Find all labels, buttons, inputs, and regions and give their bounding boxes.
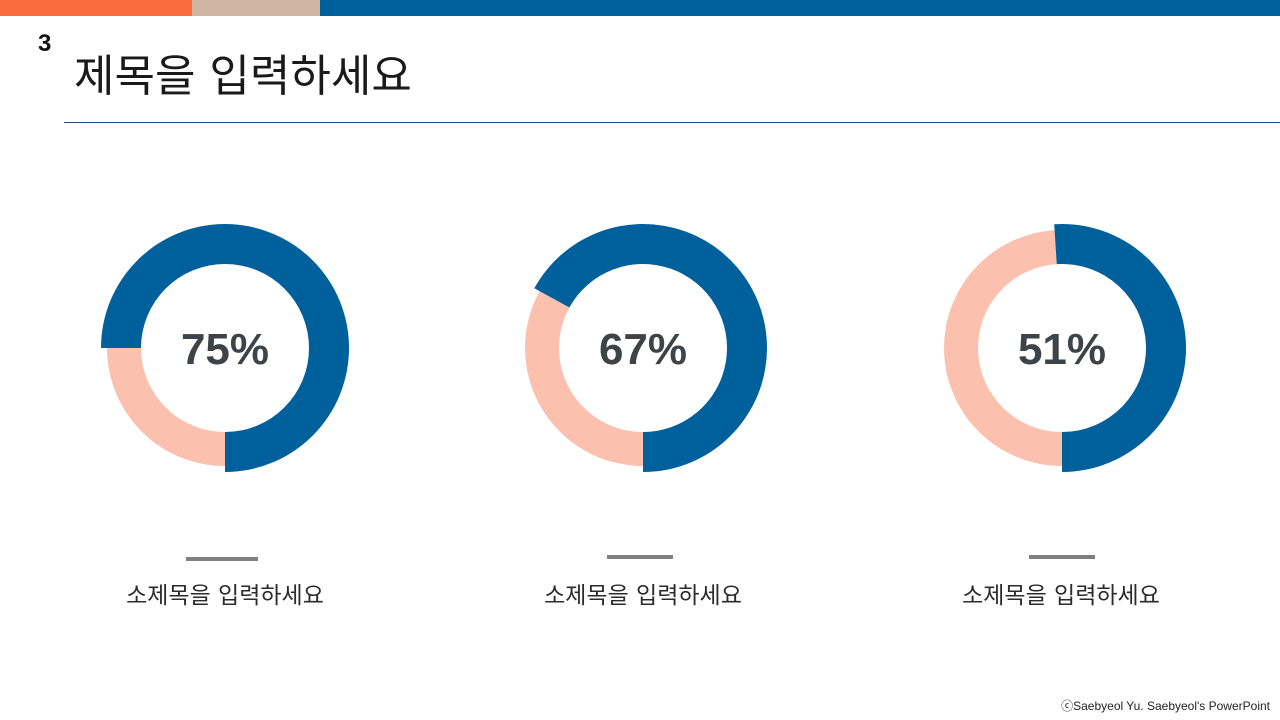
chart-1-secondary-slice [107, 348, 225, 466]
chart-2-subtitle: 소제목을 입력하세요 [544, 583, 742, 609]
chart-2-secondary-slice [525, 291, 643, 466]
chart-3-subtitle: 소제목을 입력하세요 [962, 583, 1160, 609]
donut-chart-2-svg: 67% [525, 224, 767, 472]
title-divider [64, 122, 1280, 123]
chart-2-percent-label: 67% [599, 325, 687, 374]
slide-number: 3 [38, 30, 52, 57]
top-color-bar [0, 0, 1280, 16]
chart-1-subtitle: 소제목을 입력하세요 [126, 583, 324, 609]
subtitle-dash-2 [607, 555, 673, 559]
chart-3-percent-label: 51% [1018, 325, 1106, 374]
chart-1-primary-slice [101, 224, 349, 472]
donut-chart-1-svg: 75% [101, 224, 349, 472]
donut-chart-3: 51% [932, 218, 1192, 478]
donut-chart-1: 75% [95, 218, 355, 478]
donut-chart-3-svg: 51% [944, 224, 1186, 472]
subtitle-dash-3 [1029, 555, 1095, 559]
subtitle-dash-1 [186, 557, 258, 561]
chart-1-percent-label: 75% [181, 325, 269, 374]
chart-3-secondary-slice [944, 230, 1062, 466]
chart-3-primary-slice [1054, 224, 1186, 472]
copyright-notice: ⓒSaebyeol Yu. Saebyeol's PowerPoint [1061, 699, 1270, 713]
chart-2-primary-slice [534, 224, 767, 472]
top-bar-orange-segment [0, 0, 192, 16]
top-bar-tan-segment [192, 0, 320, 16]
slide-title: 제목을 입력하세요 [74, 51, 412, 102]
top-bar-blue-segment [320, 0, 1280, 16]
donut-chart-2: 67% [513, 218, 773, 478]
